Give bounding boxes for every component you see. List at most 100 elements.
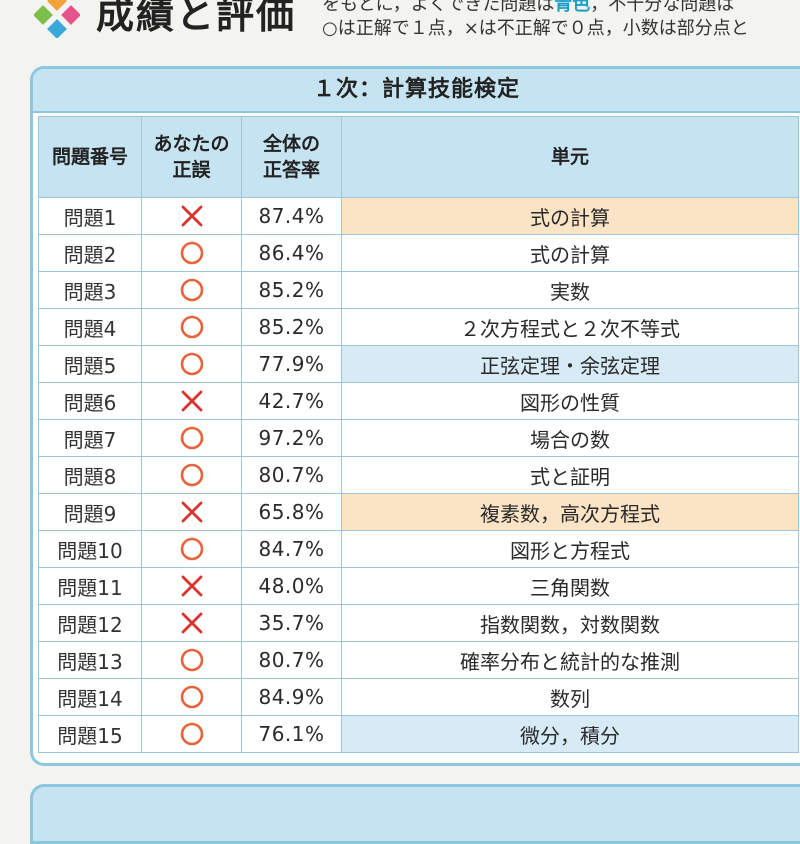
table-row: 問題8 80.7% 式と証明 xyxy=(38,456,799,494)
problem-number: 問題4 xyxy=(38,308,142,346)
next-section-panel xyxy=(30,784,800,844)
result-cell xyxy=(141,456,242,494)
col-header-problem: 問題番号 xyxy=(38,116,142,198)
table-row: 問題5 77.9% 正弦定理・余弦定理 xyxy=(38,345,799,383)
result-cell xyxy=(141,678,242,716)
unit-name: 式の計算 xyxy=(341,197,799,235)
table-header-row: 問題番号 あなたの 正誤 全体の 正答率 単元 xyxy=(38,116,799,198)
table-row: 問題14 84.9% 数列 xyxy=(38,678,799,716)
unit-name: 三角関数 xyxy=(341,567,799,605)
cross-mark-icon xyxy=(181,205,202,227)
unit-name: 図形の性質 xyxy=(341,382,799,420)
circle-mark-icon xyxy=(180,537,203,561)
instruction-pre: をもとに，よくできた問題は xyxy=(322,0,555,15)
cross-mark-icon xyxy=(181,501,202,523)
result-cell xyxy=(141,308,242,346)
circle-mark-icon xyxy=(180,241,203,265)
correct-rate: 76.1% xyxy=(241,715,342,753)
result-cell xyxy=(141,234,242,272)
result-cell xyxy=(141,604,242,642)
table-row: 問題1 87.4% 式の計算 xyxy=(38,197,799,235)
problem-number: 問題1 xyxy=(38,197,142,235)
correct-rate: 85.2% xyxy=(241,271,342,309)
result-cell xyxy=(141,271,242,309)
correct-rate: 42.7% xyxy=(241,382,342,420)
instruction-post: ，不十分な問題は xyxy=(590,0,735,15)
unit-name: ２次方程式と２次不等式 xyxy=(341,308,799,346)
unit-name: 式の計算 xyxy=(341,234,799,272)
correct-rate: 35.7% xyxy=(241,604,342,642)
result-cell xyxy=(141,419,242,457)
table-row: 問題11 48.0% 三角関数 xyxy=(38,567,799,605)
table-body: 問題1 87.4% 式の計算 問題2 86.4% 式の計算 問題3 85.2% 実数 問題4 85.… xyxy=(38,197,799,753)
col-header-unit-label: 単元 xyxy=(550,146,589,168)
table-row: 問題2 86.4% 式の計算 xyxy=(38,234,799,272)
circle-mark-icon xyxy=(180,426,203,450)
circle-mark-icon xyxy=(180,315,203,339)
col-header-problem-label: 問題番号 xyxy=(51,146,128,168)
correct-rate: 87.4% xyxy=(241,197,342,235)
result-cell xyxy=(141,197,242,235)
unit-name: 指数関数，対数関数 xyxy=(341,604,799,642)
correct-rate: 84.9% xyxy=(241,678,342,716)
correct-rate: 85.2% xyxy=(241,308,342,346)
unit-name: 式と証明 xyxy=(341,456,799,494)
table-row: 問題4 85.2% ２次方程式と２次不等式 xyxy=(38,308,799,346)
unit-name: 複素数，高次方程式 xyxy=(341,493,799,531)
problem-number: 問題13 xyxy=(38,641,142,679)
result-cell xyxy=(141,493,242,531)
problem-number: 問題5 xyxy=(38,345,142,383)
col-header-result: あなたの 正誤 xyxy=(141,116,242,198)
correct-rate: 77.9% xyxy=(241,345,342,383)
table-row: 問題13 80.7% 確率分布と統計的な推測 xyxy=(38,641,799,679)
cross-mark-icon xyxy=(181,575,202,597)
correct-rate: 97.2% xyxy=(241,419,342,457)
col-header-result-line1: あなたの xyxy=(153,133,230,155)
calc-skill-panel: １次：計算技能検定 問題番号 あなたの 正誤 全体の 正答率 単元 問題1 87.4%… xyxy=(30,66,800,766)
unit-name: 図形と方程式 xyxy=(341,530,799,568)
result-cell xyxy=(141,567,242,605)
result-cell xyxy=(141,641,242,679)
circle-mark-icon xyxy=(180,278,203,302)
instruction-text-line2: ○は正解で１点，×は不正解で０点，小数は部分点と xyxy=(322,18,749,39)
section-title: １次：計算技能検定 xyxy=(33,69,800,113)
result-cell xyxy=(141,715,242,753)
result-cell xyxy=(141,530,242,568)
circle-mark-icon xyxy=(180,463,203,487)
correct-rate: 84.7% xyxy=(241,530,342,568)
problem-number: 問題7 xyxy=(38,419,142,457)
problem-number: 問題3 xyxy=(38,271,142,309)
correct-rate: 86.4% xyxy=(241,234,342,272)
unit-name: 確率分布と統計的な推測 xyxy=(341,641,799,679)
page-title: 成績と評価 xyxy=(96,0,297,37)
problem-number: 問題14 xyxy=(38,678,142,716)
circle-mark-icon xyxy=(180,648,203,672)
correct-rate: 65.8% xyxy=(241,493,342,531)
unit-name: 正弦定理・余弦定理 xyxy=(341,345,799,383)
table-row: 問題10 84.7% 図形と方程式 xyxy=(38,530,799,568)
col-header-rate-line2: 正答率 xyxy=(262,159,320,181)
problem-number: 問題15 xyxy=(38,715,142,753)
table-row: 問題15 76.1% 微分，積分 xyxy=(38,715,799,753)
result-cell xyxy=(141,345,242,383)
result-cell xyxy=(141,382,242,420)
circle-mark-icon xyxy=(180,722,203,746)
problem-number: 問題10 xyxy=(38,530,142,568)
table-row: 問題7 97.2% 場合の数 xyxy=(38,419,799,457)
table-row: 問題12 35.7% 指数関数，対数関数 xyxy=(38,604,799,642)
correct-rate: 80.7% xyxy=(241,641,342,679)
unit-name: 微分，積分 xyxy=(341,715,799,753)
correct-rate: 80.7% xyxy=(241,456,342,494)
table-row: 問題3 85.2% 実数 xyxy=(38,271,799,309)
table-row: 問題9 65.8% 複素数，高次方程式 xyxy=(38,493,799,531)
unit-name: 場合の数 xyxy=(341,419,799,457)
instruction-text-line1: をもとに，よくできた問題は青色，不十分な問題は xyxy=(322,0,734,16)
col-header-result-line2: 正誤 xyxy=(172,159,211,181)
instruction-highlight: 青色 xyxy=(554,0,591,15)
problem-number: 問題12 xyxy=(38,604,142,642)
problem-number: 問題9 xyxy=(38,493,142,531)
problem-number: 問題6 xyxy=(38,382,142,420)
problem-number: 問題11 xyxy=(38,567,142,605)
table-row: 問題6 42.7% 図形の性質 xyxy=(38,382,799,420)
cross-mark-icon xyxy=(181,390,202,412)
